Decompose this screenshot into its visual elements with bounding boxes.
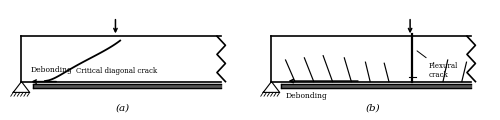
Text: (a): (a): [116, 104, 130, 113]
Text: Flexural
crack: Flexural crack: [417, 51, 458, 79]
Text: (b): (b): [365, 104, 380, 113]
Text: Debonding: Debonding: [31, 66, 72, 74]
Text: Debonding: Debonding: [286, 92, 328, 100]
Text: Critical diagonal crack: Critical diagonal crack: [76, 67, 156, 75]
